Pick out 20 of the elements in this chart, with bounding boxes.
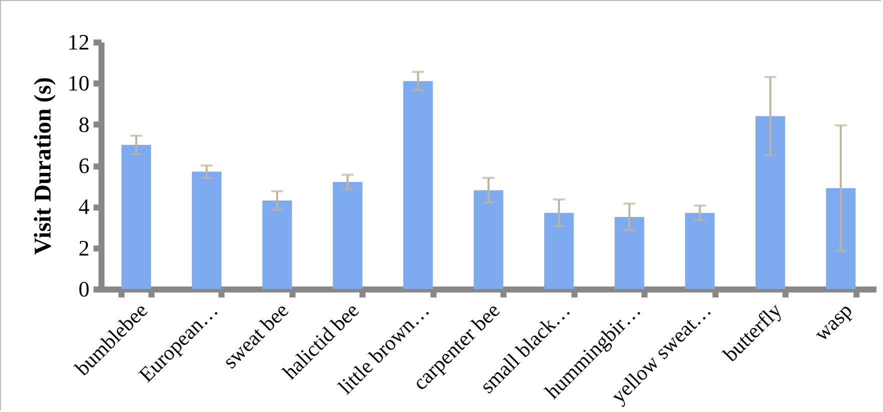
y-tick-label: 2 [78, 235, 90, 260]
bar [614, 216, 644, 289]
y-tick-label: 10 [68, 70, 90, 96]
bar [544, 212, 574, 289]
bar [332, 182, 362, 289]
y-tick-label: 12 [68, 30, 90, 54]
bar [474, 190, 504, 289]
x-tick-label: wasp [809, 298, 857, 346]
bar [685, 212, 715, 289]
y-tick-label: 0 [78, 276, 90, 302]
bar [192, 172, 222, 289]
y-tick-label: 8 [78, 112, 90, 137]
bar [262, 200, 292, 289]
bar [826, 188, 856, 289]
bar [403, 81, 433, 289]
y-tick-label: 6 [78, 153, 90, 178]
bar [121, 144, 152, 289]
y-axis-title: Visit Duration (s) [30, 77, 56, 255]
y-tick-label: 4 [78, 194, 90, 220]
bar [756, 116, 786, 289]
